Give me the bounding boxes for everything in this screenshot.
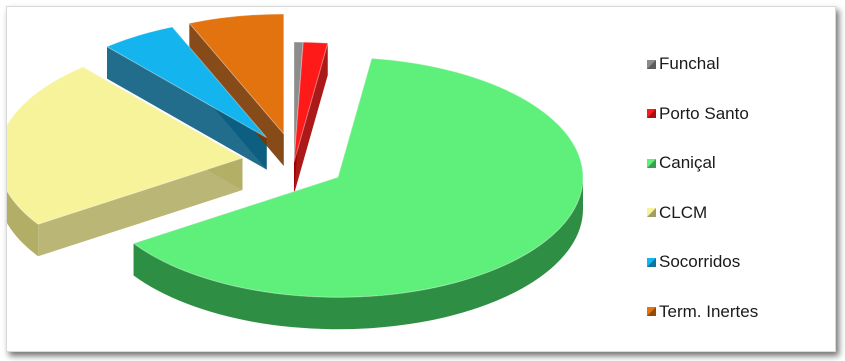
pie-slices	[7, 13, 584, 298]
legend-label: CLCM	[659, 202, 708, 222]
pie-slice-clcm	[7, 66, 244, 225]
pie-slice-porto-santo	[293, 41, 329, 163]
legend-label: Term. Inertes	[659, 301, 759, 321]
legend-item: CLCM	[647, 202, 707, 224]
pie-slice-term-inertes	[188, 13, 285, 136]
legend-swatch	[647, 257, 656, 267]
legend-item: Porto Santo	[647, 103, 749, 125]
pie-slice-socorridos	[105, 26, 268, 139]
pie-slice-cani-al	[132, 57, 584, 298]
pie-slice-face-4-0	[106, 46, 267, 170]
pie-slice-face-3-0	[38, 158, 243, 257]
pie-slice-funchal	[293, 41, 304, 163]
legend-item: Socorridos	[647, 251, 740, 273]
chart-area: Funchal Porto Santo Caniçal CLCM Socorridos T…	[6, 6, 836, 352]
pie-slice-side-2	[133, 177, 583, 330]
legend-swatch	[647, 158, 656, 168]
pie-chart	[7, 13, 584, 330]
legend-label: Funchal	[659, 54, 720, 73]
legend-label: Caniçal	[659, 153, 716, 172]
legend-item: Caniçal	[647, 152, 716, 174]
legend-swatch	[647, 59, 656, 69]
legend-swatch	[647, 109, 656, 118]
legend-item: Term. Inertes	[647, 301, 758, 323]
legend-label: Socorridos	[659, 252, 741, 271]
legend-swatch	[647, 208, 656, 217]
legend-label: Porto Santo	[659, 103, 749, 123]
pie-slice-side-3	[7, 191, 39, 257]
legend-item: Funchal	[647, 53, 719, 75]
legend-swatch	[647, 307, 656, 316]
pie-slice-face-1-1	[294, 43, 328, 195]
